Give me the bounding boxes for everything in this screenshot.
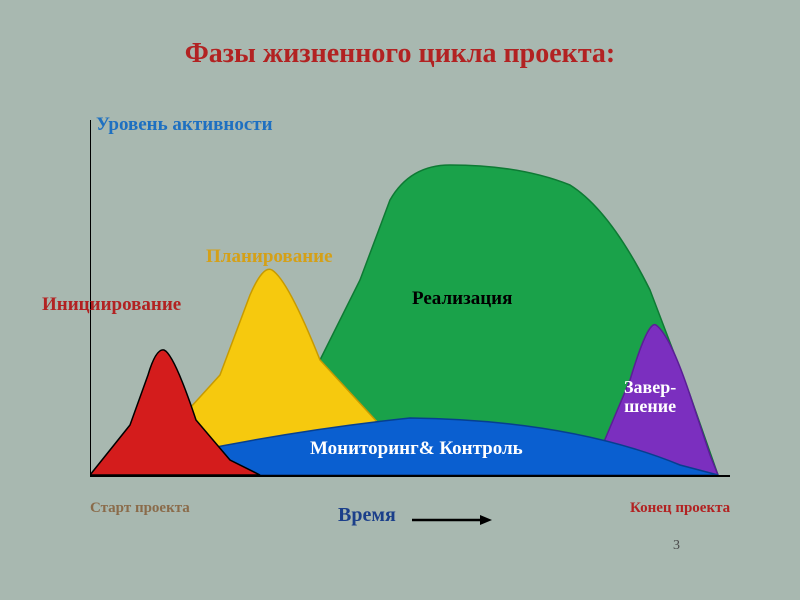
x-end-label: Конец проекта: [630, 500, 730, 517]
slide: Фазы жизненного цикла проекта: Уровень а…: [0, 0, 800, 600]
y-axis-label: Уровень активности: [96, 114, 273, 136]
page-number: 3: [673, 538, 680, 554]
label-execution: Реализация: [412, 288, 512, 310]
time-arrow-icon: [412, 514, 492, 526]
label-closing: Завер-шение: [624, 378, 676, 416]
label-initiation: Инициирование: [42, 294, 181, 316]
slide-title: Фазы жизненного цикла проекта:: [0, 38, 800, 70]
label-monitoring: Мониторинг& Контроль: [310, 438, 523, 460]
label-planning: Планирование: [206, 246, 333, 268]
x-axis-label: Время: [338, 504, 396, 527]
x-start-label: Старт проекта: [90, 500, 190, 517]
lifecycle-chart: Уровень активности Инициирование Планиро…: [90, 120, 730, 490]
chart-svg: [90, 120, 730, 490]
